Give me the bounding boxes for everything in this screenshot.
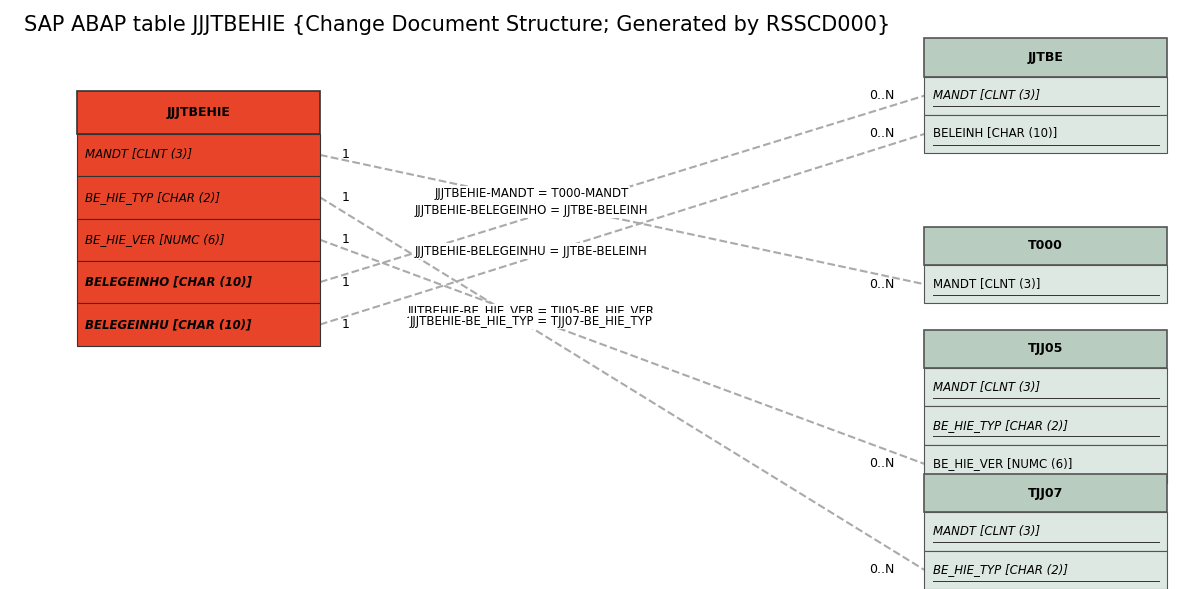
Text: MANDT [CLNT (3)]: MANDT [CLNT (3)] bbox=[933, 277, 1040, 291]
Text: 1: 1 bbox=[341, 148, 350, 161]
Text: TJJ05: TJJ05 bbox=[1029, 342, 1063, 356]
Text: BE_HIE_VER [NUMC (6)]: BE_HIE_VER [NUMC (6)] bbox=[85, 233, 225, 246]
Text: JJJTBEHIE: JJJTBEHIE bbox=[167, 106, 230, 119]
Bar bbox=[77, 176, 320, 219]
Bar bbox=[924, 474, 1167, 512]
Text: BE_HIE_TYP [CHAR (2)]: BE_HIE_TYP [CHAR (2)] bbox=[85, 191, 220, 204]
Text: MANDT [CLNT (3)]: MANDT [CLNT (3)] bbox=[933, 525, 1039, 538]
Bar bbox=[924, 77, 1167, 115]
Bar bbox=[77, 91, 320, 134]
Bar bbox=[924, 265, 1167, 303]
Bar bbox=[924, 227, 1167, 265]
Bar bbox=[924, 551, 1167, 589]
Text: JJTBE: JJTBE bbox=[1027, 51, 1064, 64]
Text: BE_HIE_TYP [CHAR (2)]: BE_HIE_TYP [CHAR (2)] bbox=[933, 563, 1068, 577]
Text: JJJTBEHIE-BELEGEINHU = JJTBE-BELEINH: JJJTBEHIE-BELEGEINHU = JJTBE-BELEINH bbox=[415, 245, 648, 258]
Text: BE_HIE_TYP [CHAR (2)]: BE_HIE_TYP [CHAR (2)] bbox=[933, 419, 1068, 432]
Text: MANDT [CLNT (3)]: MANDT [CLNT (3)] bbox=[933, 89, 1039, 102]
Bar bbox=[924, 445, 1167, 483]
Text: BE_HIE_VER [NUMC (6)]: BE_HIE_VER [NUMC (6)] bbox=[933, 457, 1072, 471]
Bar bbox=[924, 406, 1167, 445]
Text: JJJTBEHIE-BE_HIE_VER = TJJ05-BE_HIE_VER: JJJTBEHIE-BE_HIE_VER = TJJ05-BE_HIE_VER bbox=[408, 305, 655, 318]
Text: MANDT [CLNT (3)]: MANDT [CLNT (3)] bbox=[933, 380, 1039, 394]
Bar bbox=[924, 38, 1167, 77]
Bar bbox=[77, 261, 320, 303]
Bar bbox=[77, 303, 320, 346]
Text: JJJTBEHIE-BELEGEINHO = JJTBE-BELEINH: JJJTBEHIE-BELEGEINHO = JJTBE-BELEINH bbox=[415, 204, 648, 217]
Bar bbox=[924, 115, 1167, 153]
Text: 0..N: 0..N bbox=[870, 89, 895, 102]
Bar bbox=[77, 134, 320, 176]
Text: 1: 1 bbox=[341, 276, 350, 289]
Text: TJJ07: TJJ07 bbox=[1029, 487, 1063, 500]
Text: 0..N: 0..N bbox=[870, 127, 895, 141]
Text: 1: 1 bbox=[341, 318, 350, 331]
Text: MANDT [CLNT (3)]: MANDT [CLNT (3)] bbox=[85, 148, 192, 161]
Text: 1: 1 bbox=[341, 191, 350, 204]
Text: T000: T000 bbox=[1029, 239, 1063, 253]
Bar bbox=[924, 368, 1167, 406]
Text: 0..N: 0..N bbox=[870, 457, 895, 471]
Text: 1: 1 bbox=[341, 233, 350, 246]
Bar bbox=[924, 512, 1167, 551]
Bar bbox=[924, 330, 1167, 368]
Text: JJJTBEHIE-MANDT = T000-MANDT: JJJTBEHIE-MANDT = T000-MANDT bbox=[434, 187, 629, 200]
Text: 0..N: 0..N bbox=[870, 563, 895, 577]
Bar bbox=[77, 219, 320, 261]
Text: BELEINH [CHAR (10)]: BELEINH [CHAR (10)] bbox=[933, 127, 1057, 141]
Text: BELEGEINHU [CHAR (10)]: BELEGEINHU [CHAR (10)] bbox=[85, 318, 251, 331]
Text: 0..N: 0..N bbox=[870, 277, 895, 291]
Text: BELEGEINHO [CHAR (10)]: BELEGEINHO [CHAR (10)] bbox=[85, 276, 252, 289]
Text: SAP ABAP table JJJTBEHIE {Change Document Structure; Generated by RSSCD000}: SAP ABAP table JJJTBEHIE {Change Documen… bbox=[24, 15, 890, 35]
Text: JJJTBEHIE-BE_HIE_TYP = TJJ07-BE_HIE_TYP: JJJTBEHIE-BE_HIE_TYP = TJJ07-BE_HIE_TYP bbox=[410, 315, 653, 327]
